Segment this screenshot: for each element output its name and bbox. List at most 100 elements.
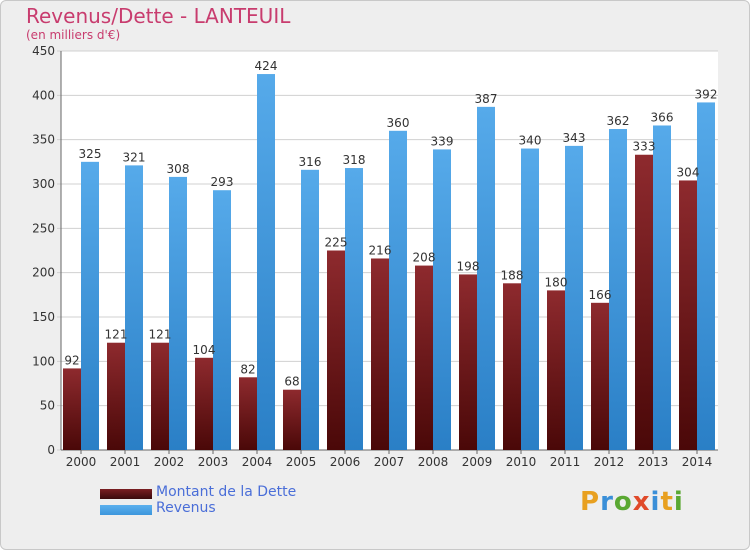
legend-label-revenus: Revenus <box>156 500 216 516</box>
bar-revenus <box>609 129 627 450</box>
logo-letter: r <box>600 487 614 517</box>
bar-revenus <box>565 145 583 450</box>
data-label-revenus: 424 <box>255 59 278 73</box>
data-label-revenus: 293 <box>211 175 234 189</box>
bar-dette <box>151 342 169 450</box>
bar-revenus <box>345 168 363 451</box>
bar-revenus <box>125 165 143 450</box>
data-label-revenus: 387 <box>475 92 498 106</box>
x-tick-label: 2010 <box>506 455 537 469</box>
bar-revenus <box>169 176 187 450</box>
bar-revenus <box>301 169 319 450</box>
bar-revenus <box>653 125 671 450</box>
bar-dette <box>63 368 81 450</box>
bar-dette <box>679 180 697 450</box>
x-tick-label: 2006 <box>330 455 361 469</box>
bar-dette <box>547 290 565 450</box>
x-tick-label: 2012 <box>594 455 625 469</box>
data-label-revenus: 366 <box>651 110 674 124</box>
data-label-dette: 104 <box>193 343 216 357</box>
bar-dette <box>635 154 653 451</box>
data-label-dette: 121 <box>149 328 172 342</box>
legend-label-dette: Montant de la Dette <box>156 484 297 500</box>
data-label-revenus: 362 <box>607 114 630 128</box>
bar-revenus <box>257 74 275 450</box>
x-tick-label: 2005 <box>286 455 317 469</box>
data-label-revenus: 316 <box>299 155 322 169</box>
bar-revenus <box>81 161 99 451</box>
legend-swatch-dette <box>100 489 152 499</box>
bar-dette <box>327 250 345 450</box>
x-tick-label: 2008 <box>418 455 449 469</box>
logo-letter: t <box>660 487 674 517</box>
data-label-dette: 304 <box>677 165 700 179</box>
bar-revenus <box>697 102 715 450</box>
data-label-dette: 198 <box>457 259 480 273</box>
data-label-revenus: 308 <box>167 162 190 176</box>
bar-dette <box>591 302 609 450</box>
bar-revenus <box>213 190 231 450</box>
y-tick-label: 150 <box>32 310 55 324</box>
bar-dette <box>283 389 301 450</box>
bar-dette <box>107 342 125 450</box>
logo-letter: x <box>632 487 651 517</box>
data-label-dette: 208 <box>413 251 436 265</box>
bar-revenus <box>521 148 539 451</box>
bar-revenus <box>389 130 407 451</box>
chart-subtitle: (en milliers d'€) <box>26 28 121 42</box>
y-tick-label: 0 <box>47 443 55 457</box>
y-tick-label: 50 <box>40 399 55 413</box>
y-tick-label: 400 <box>32 88 55 102</box>
logo-letter: i <box>673 487 684 517</box>
data-label-dette: 180 <box>545 275 568 289</box>
data-label-revenus: 339 <box>431 134 454 148</box>
bar-dette <box>459 274 477 450</box>
x-tick-label: 2014 <box>682 455 713 469</box>
data-label-dette: 92 <box>64 353 79 367</box>
x-tick-label: 2001 <box>110 455 141 469</box>
proxiti-logo: Proxiti <box>580 487 684 517</box>
x-tick-label: 2007 <box>374 455 405 469</box>
bar-revenus <box>477 106 495 451</box>
x-tick-label: 2003 <box>198 455 229 469</box>
logo-letter: o <box>613 487 633 517</box>
data-label-dette: 225 <box>325 236 348 250</box>
data-label-revenus: 340 <box>519 134 542 148</box>
logo-letter: P <box>580 487 601 517</box>
data-label-revenus: 360 <box>387 116 410 130</box>
bar-dette <box>503 283 521 450</box>
bar-dette <box>415 265 433 450</box>
data-label-dette: 82 <box>240 362 255 376</box>
y-tick-label: 450 <box>32 44 55 58</box>
legend-swatch-revenus <box>100 505 152 515</box>
y-tick-label: 100 <box>32 354 55 368</box>
y-tick-label: 200 <box>32 266 55 280</box>
bar-dette <box>371 258 389 450</box>
data-label-revenus: 321 <box>123 150 146 164</box>
data-label-dette: 121 <box>105 328 128 342</box>
x-tick-label: 2013 <box>638 455 669 469</box>
y-tick-label: 300 <box>32 177 55 191</box>
x-tick-label: 2004 <box>242 455 273 469</box>
y-tick-label: 350 <box>32 133 55 147</box>
x-tick-label: 2011 <box>550 455 581 469</box>
bar-dette <box>239 377 257 450</box>
chart-title: Revenus/Dette - LANTEUIL <box>26 4 291 28</box>
data-label-revenus: 343 <box>563 131 586 145</box>
bar-dette <box>195 357 213 450</box>
bar-revenus <box>433 149 451 451</box>
data-label-dette: 333 <box>633 140 656 154</box>
data-label-revenus: 318 <box>343 153 366 167</box>
data-label-dette: 188 <box>501 268 524 282</box>
y-tick-label: 250 <box>32 221 55 235</box>
data-label-dette: 68 <box>284 375 299 389</box>
x-tick-label: 2009 <box>462 455 493 469</box>
data-label-revenus: 392 <box>695 87 718 101</box>
data-label-dette: 216 <box>369 243 392 257</box>
x-tick-label: 2002 <box>154 455 185 469</box>
data-label-dette: 166 <box>589 288 612 302</box>
logo-letter: i <box>650 487 661 517</box>
x-tick-label: 2000 <box>66 455 97 469</box>
data-label-revenus: 325 <box>79 147 102 161</box>
